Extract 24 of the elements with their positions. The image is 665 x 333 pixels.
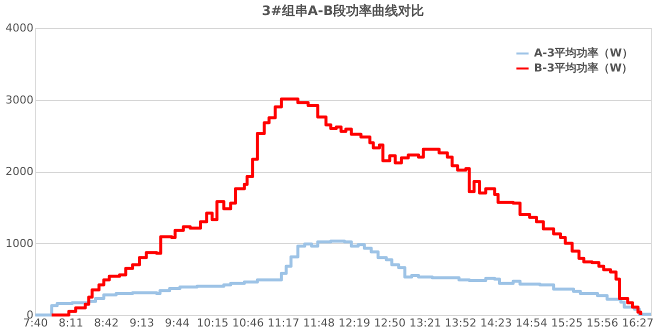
x-tick-label: 8:42 — [94, 316, 119, 330]
x-tick-label: 15:25 — [551, 316, 583, 330]
x-tick-label: 15:56 — [586, 316, 618, 330]
x-tick-label: 9:44 — [164, 316, 190, 330]
chart-title: 3#组串A-B段功率曲线对比 — [262, 3, 424, 19]
x-tick-label: 16:27 — [622, 316, 654, 330]
x-tick-label: 10:46 — [232, 316, 264, 330]
x-tick-label: 12:19 — [338, 316, 370, 330]
x-tick-label: 11:48 — [303, 316, 335, 330]
legend-label: B-3平均功率（W） — [534, 62, 633, 74]
y-tick-label: 1000 — [6, 236, 34, 250]
y-tick-label: 3000 — [6, 93, 34, 106]
x-tick-label: 12:50 — [374, 316, 406, 330]
x-tick-label: 14:23 — [480, 316, 512, 330]
x-tick-label: 8:11 — [58, 316, 84, 330]
x-tick-label: 10:15 — [196, 316, 228, 330]
y-tick-label: 4000 — [6, 22, 34, 34]
x-tick-label: 13:21 — [409, 316, 442, 330]
x-tick-label: 14:54 — [516, 316, 548, 330]
legend-label: A-3平均功率（W） — [534, 46, 633, 60]
y-tick-label: 2000 — [6, 165, 34, 178]
x-tick-label: 11:17 — [268, 316, 300, 330]
x-tick-label: 13:52 — [444, 316, 476, 330]
x-tick-label: 9:13 — [129, 316, 154, 330]
